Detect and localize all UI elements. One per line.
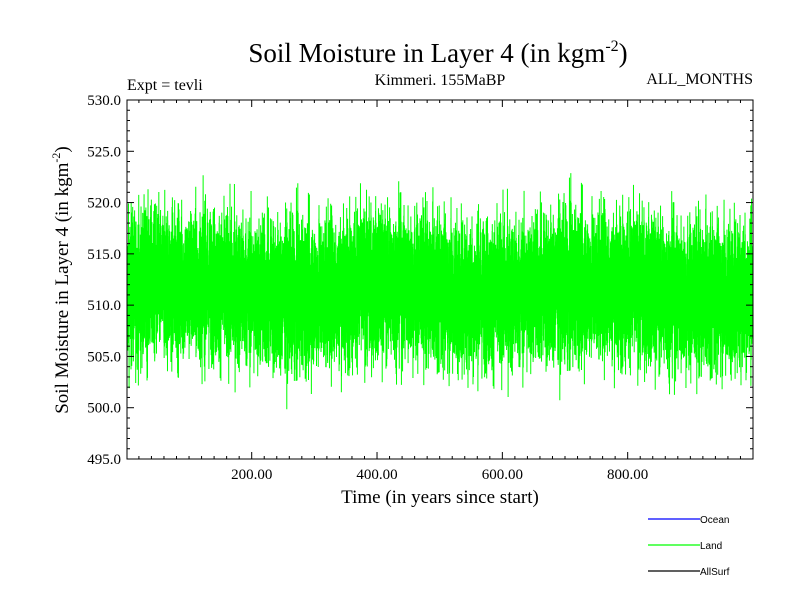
plot-area <box>126 173 754 410</box>
y-tick-label: 510.0 <box>87 298 121 314</box>
chart-title: Soil Moisture in Layer 4 (in kgm-2) <box>248 38 627 68</box>
y-axis-label: Soil Moisture in Layer 4 (in kgm-2) <box>49 146 73 414</box>
title-superscript: -2 <box>605 38 618 55</box>
y-tick-label: 500.0 <box>87 401 121 417</box>
legend: Ocean Land AllSurf <box>648 515 730 578</box>
axis-ticks: 495.0 500.0 505.0 510.0 515.0 520.0 525.0 530.0… <box>87 93 753 483</box>
x-tick-label: 800.00 <box>607 467 648 483</box>
x-axis-label: Time (in years since start) <box>341 487 539 508</box>
title-main: Soil Moisture in Layer 4 (in kgm <box>248 38 605 68</box>
y-tick-label: 520.0 <box>87 196 121 212</box>
y-axis-label-close: ) <box>52 146 73 152</box>
y-tick-label: 495.0 <box>87 452 121 468</box>
title-close: ) <box>619 38 628 68</box>
x-tick-label: 400.00 <box>356 467 397 483</box>
series-land-line <box>126 173 754 410</box>
x-tick-label: 600.00 <box>482 467 523 483</box>
x-tick-label: 200.00 <box>231 467 272 483</box>
y-tick-label: 505.0 <box>87 349 121 365</box>
legend-label-allsurf: AllSurf <box>700 567 730 578</box>
subtitle-experiment: Expt = tevli <box>127 77 203 94</box>
legend-label-land: Land <box>700 541 722 552</box>
y-tick-label: 530.0 <box>87 93 121 109</box>
y-tick-label: 515.0 <box>87 247 121 263</box>
subtitle-period: Kimmeri. 155MaBP <box>375 72 506 89</box>
legend-label-ocean: Ocean <box>700 515 729 526</box>
y-axis-label-main: Soil Moisture in Layer 4 (in kgm <box>52 162 73 413</box>
subtitle-months: ALL_MONTHS <box>646 71 753 88</box>
y-tick-label: 525.0 <box>87 144 121 160</box>
y-axis-label-superscript: -2 <box>49 153 63 163</box>
